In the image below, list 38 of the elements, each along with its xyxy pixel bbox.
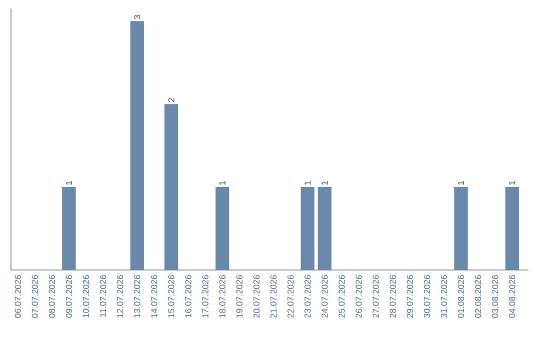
x-tick-label: 22.07.2026 — [287, 275, 294, 318]
data-label: 1 — [458, 181, 464, 185]
data-label: 1 — [322, 181, 328, 185]
x-tick-label: 24.07.2026 — [322, 275, 328, 318]
x-tick-label: 04.08.2026 — [509, 275, 516, 318]
x-tick-label: 12.07.2026 — [117, 275, 124, 318]
x-tick-label: 19.07.2026 — [236, 275, 242, 318]
x-tick-label: 23.07.2026 — [304, 275, 311, 318]
x-tick-label: 28.07.2026 — [390, 275, 396, 318]
data-label: 1 — [304, 181, 311, 185]
x-tick-label: 01.08.2026 — [458, 275, 464, 318]
data-label: 3 — [134, 15, 140, 20]
data-label: 1 — [219, 181, 226, 185]
x-tick-label: 25.07.2026 — [338, 275, 345, 318]
x-tick-label: 10.07.2026 — [82, 275, 90, 318]
x-tick-label: 02.08.2026 — [474, 275, 482, 318]
x-tick-label: 14.07.2026 — [151, 275, 158, 318]
x-tick-label: 21.07.2026 — [270, 275, 277, 318]
x-tick-label: 07.07.2026 — [32, 275, 38, 318]
x-tick-label: 17.07.2026 — [202, 275, 208, 318]
x-tick-label: 03.08.2026 — [492, 275, 498, 318]
x-tick-label: 31.07.2026 — [440, 275, 448, 318]
x-tick-label: 26.07.2026 — [356, 275, 362, 318]
x-tick-label: 11.07.2026 — [100, 275, 106, 317]
data-label: 1 — [509, 181, 516, 185]
x-tick-label: 08.07.2026 — [48, 275, 55, 318]
data-label: 2 — [168, 98, 174, 102]
x-tick-label: 29.07.2026 — [406, 275, 413, 318]
x-tick-label: 13.07.2026 — [134, 275, 140, 318]
x-tick-label: 16.07.2026 — [185, 275, 192, 318]
x-tick-label: 30.07.2026 — [424, 275, 430, 318]
data-label: 1 — [66, 181, 72, 185]
x-tick-label: 06.07.2026 — [14, 275, 21, 318]
x-tick-label: 18.07.2026 — [219, 275, 226, 318]
x-tick-label: 27.07.2026 — [372, 275, 379, 318]
x-tick-label: 20.07.2026 — [253, 275, 260, 318]
x-tick-label: 09.07.2026 — [66, 275, 72, 318]
x-tick-label: 15.07.2026 — [168, 275, 174, 318]
